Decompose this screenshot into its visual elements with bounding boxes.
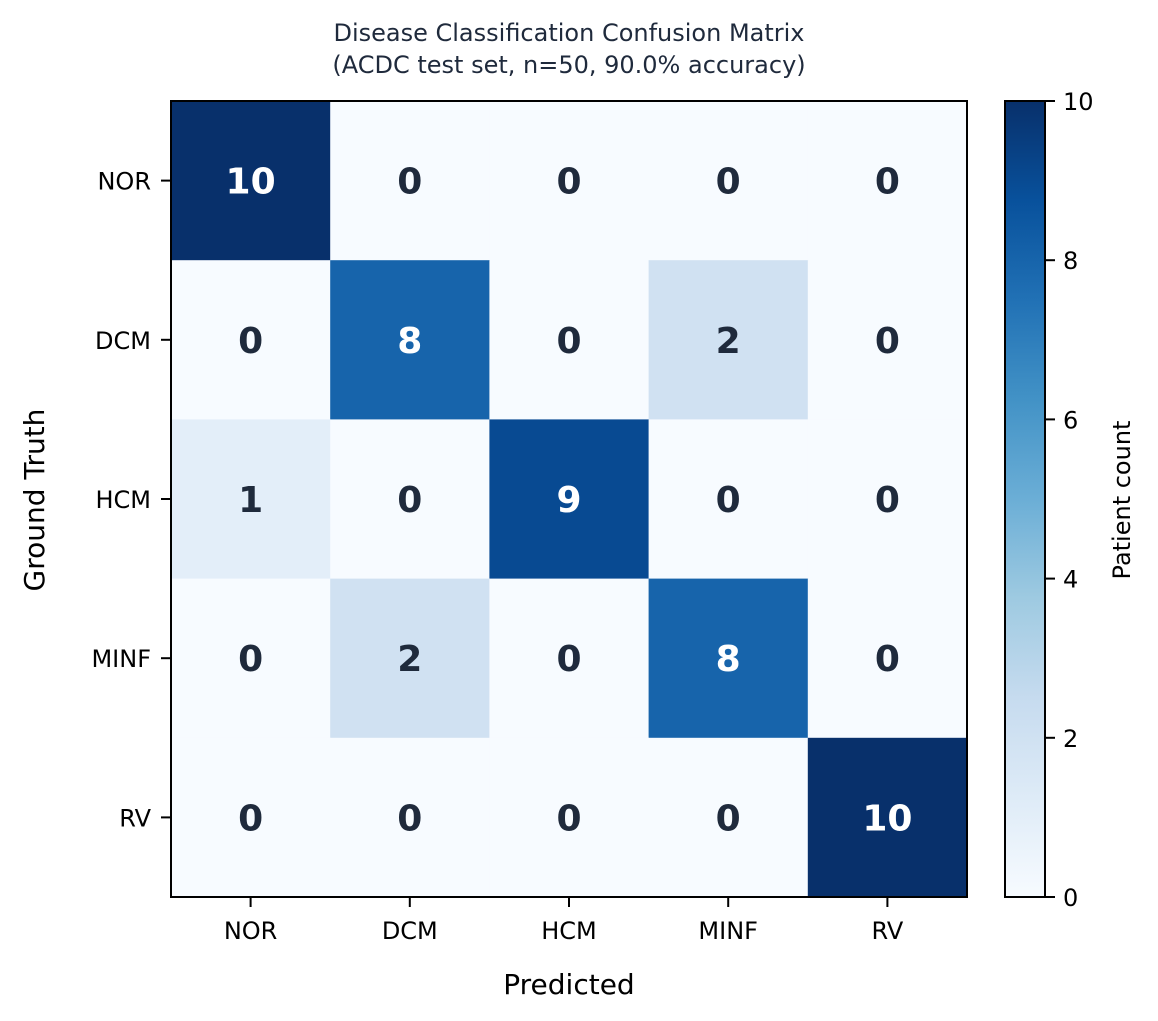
x-tick-label: NOR: [224, 917, 278, 945]
y-axis-ticks: NOR DCM HCM MINF RV: [91, 168, 171, 832]
cell-value-label: 0: [556, 798, 581, 839]
heatmap-cell-nor-rv: [807, 101, 968, 261]
x-tick-label: MINF: [698, 917, 758, 945]
cell-value-label: 0: [875, 321, 900, 362]
chart-subtitle: (ACDC test set, n=50, 90.0% accuracy): [332, 51, 805, 79]
cell-value-label: 0: [238, 798, 263, 839]
heatmap-cell-dcm-nor: [171, 260, 331, 420]
y-tick-label: MINF: [91, 645, 151, 673]
colorbar-tick-label: 10: [1063, 88, 1094, 116]
cell-value-label: 0: [556, 162, 581, 203]
cell-value-label: 0: [556, 321, 581, 362]
y-tick-label: DCM: [95, 327, 151, 355]
heatmap-cell-dcm-rv: [807, 260, 968, 420]
cell-value-label: 0: [397, 162, 422, 203]
y-axis-label: Ground Truth: [18, 409, 51, 592]
cell-value-label: 0: [238, 639, 263, 680]
cell-value-label: 0: [238, 321, 263, 362]
heatmap-cell-hcm-nor: [171, 419, 331, 580]
cell-value-label: 0: [716, 480, 741, 521]
heatmap-cell-dcm-minf: [648, 260, 809, 420]
x-axis-label: Predicted: [503, 968, 634, 1001]
x-tick-label: HCM: [541, 917, 597, 945]
heatmap-cell-nor-dcm: [330, 101, 490, 261]
heatmap-cell-nor-minf: [648, 101, 809, 261]
colorbar-tick-label: 2: [1063, 725, 1078, 753]
cell-value-label: 1: [238, 480, 263, 521]
heatmap-cell-minf-nor: [171, 578, 331, 739]
cell-value-label: 8: [397, 321, 422, 362]
cell-value-label: 9: [556, 480, 581, 521]
cell-value-label: 0: [556, 639, 581, 680]
x-tick-label: RV: [872, 917, 904, 945]
y-tick-label: RV: [119, 804, 151, 832]
heatmap-cells: [171, 101, 968, 898]
cell-value-label: 8: [716, 639, 741, 680]
colorbar-label: Patient count: [1108, 421, 1136, 580]
colorbar-tick-label: 4: [1063, 566, 1078, 594]
heatmap-cell-hcm-rv: [807, 419, 968, 580]
heatmap-cell-nor-nor: [171, 101, 331, 261]
colorbar-tick-label: 8: [1063, 247, 1078, 275]
colorbar: [1004, 100, 1046, 898]
heatmap-cell-dcm-dcm: [330, 260, 490, 420]
colorbar-tick-label: 0: [1063, 884, 1078, 912]
heatmap-cell-rv-minf: [648, 737, 809, 898]
heatmap-cell-minf-rv: [807, 578, 968, 739]
cell-value-label: 0: [397, 798, 422, 839]
heatmap-cell-rv-nor: [171, 737, 331, 898]
heatmap-cell-hcm-minf: [648, 419, 809, 580]
cell-value-label: 0: [875, 162, 900, 203]
cell-value-label: 10: [226, 162, 276, 203]
heatmap-cell-rv-dcm: [330, 737, 490, 898]
cell-value-label: 2: [716, 321, 741, 362]
heatmap-cell-minf-dcm: [330, 578, 490, 739]
heatmap-cell-hcm-hcm: [489, 419, 650, 580]
cell-value-label: 0: [875, 639, 900, 680]
cell-value-label: 0: [875, 480, 900, 521]
cell-value-label: 2: [397, 639, 422, 680]
y-tick-label: HCM: [95, 486, 151, 514]
heatmap-cell-hcm-dcm: [330, 419, 490, 580]
cell-value-label: 0: [716, 162, 741, 203]
cell-value-label: 0: [397, 480, 422, 521]
heatmap-cell-minf-hcm: [489, 578, 650, 739]
heatmap-cell-dcm-hcm: [489, 260, 650, 420]
x-axis-ticks: NOR DCM HCM MINF RV: [224, 897, 904, 945]
chart-title: Disease Classification Confusion Matrix: [333, 19, 804, 47]
colorbar-tick-label: 6: [1063, 406, 1078, 434]
heatmap-cell-rv-hcm: [489, 737, 650, 898]
heatmap-cell-nor-hcm: [489, 101, 650, 261]
y-tick-label: NOR: [97, 168, 151, 196]
x-tick-label: DCM: [382, 917, 438, 945]
heatmap-cell-minf-minf: [648, 578, 809, 739]
heatmap-cell-rv-rv: [807, 737, 968, 898]
cell-value-label: 10: [862, 798, 912, 839]
cell-value-label: 0: [716, 798, 741, 839]
heatmap-cell-labels: 10 0 0 0 00 8 0 2 01 0 9 0 00 2 0 8 00 0 0 0 10: [226, 162, 913, 840]
colorbar-ticks: 0 2 4 6 8 10: [1045, 88, 1094, 912]
